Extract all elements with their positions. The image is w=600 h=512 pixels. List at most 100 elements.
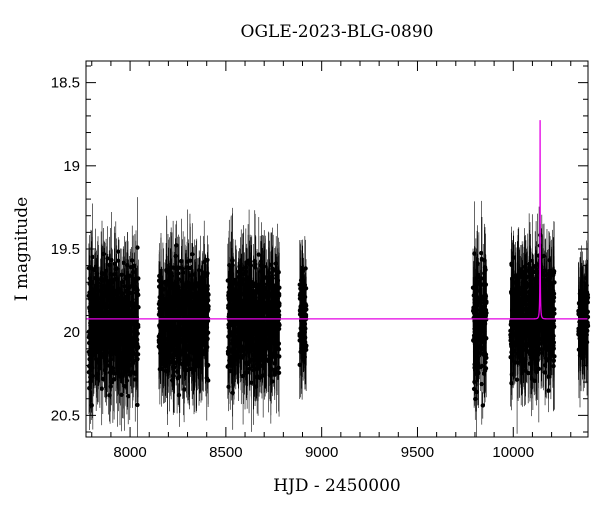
data-point: [166, 333, 172, 338]
data-point: [262, 357, 268, 362]
data-point: [123, 289, 129, 294]
data-point: [176, 345, 181, 350]
data-point: [130, 269, 136, 275]
data-point: [105, 256, 110, 261]
data-point: [266, 270, 272, 275]
data-point: [117, 374, 123, 379]
data-point: [172, 334, 177, 340]
data-point: [200, 291, 205, 297]
data-point: [169, 378, 175, 383]
data-point: [249, 380, 254, 385]
data-point: [226, 345, 231, 350]
data-point: [268, 262, 274, 267]
data-point: [106, 321, 111, 327]
data-point: [157, 306, 162, 311]
data-point: [87, 363, 92, 369]
data-point: [162, 362, 167, 367]
data-point: [258, 259, 264, 264]
data-point: [205, 336, 210, 341]
data-point: [203, 299, 208, 305]
data-point: [171, 364, 176, 370]
data-point: [198, 360, 204, 365]
data-point: [157, 294, 162, 300]
data-point: [205, 283, 210, 289]
data-point: [269, 340, 274, 346]
data-point: [129, 312, 135, 317]
data-point: [94, 310, 100, 315]
data-point: [114, 276, 119, 282]
data-point: [135, 287, 140, 293]
data-point: [188, 273, 193, 278]
data-point: [172, 347, 177, 353]
data-point: [165, 311, 171, 317]
data-point: [107, 262, 112, 267]
data-point: [189, 329, 195, 334]
data-point: [174, 266, 180, 272]
data-point: [100, 376, 106, 382]
data-point: [91, 297, 97, 302]
data-point: [101, 301, 107, 307]
data-point: [273, 261, 278, 266]
data-point: [115, 368, 120, 373]
data-point: [231, 296, 236, 301]
data-point: [89, 359, 94, 364]
data-point: [176, 276, 181, 282]
data-point: [130, 300, 135, 305]
data-point: [91, 341, 96, 346]
data-point: [121, 260, 126, 265]
data-point: [88, 367, 93, 373]
data-point: [177, 357, 182, 362]
data-point: [239, 266, 244, 271]
data-point: [114, 297, 119, 302]
data-point: [248, 297, 254, 302]
data-point: [167, 285, 172, 291]
data-point: [135, 245, 140, 250]
data-point: [192, 301, 197, 306]
data-point: [158, 339, 164, 344]
data-point: [184, 335, 189, 341]
data-point: [236, 274, 242, 280]
data-point: [130, 258, 135, 263]
data-point: [116, 286, 122, 292]
data-point: [183, 355, 189, 360]
data-point: [165, 290, 171, 295]
data-point: [113, 346, 118, 352]
data-point: [205, 330, 210, 336]
data-point: [248, 308, 254, 314]
data-point: [170, 265, 176, 270]
data-point: [88, 374, 93, 380]
data-point: [203, 352, 209, 357]
data-point: [174, 369, 180, 374]
data-point: [167, 319, 173, 325]
data-point: [185, 302, 191, 308]
data-point: [128, 273, 133, 278]
data-point: [227, 262, 232, 268]
data-point: [114, 343, 119, 348]
data-point: [166, 328, 171, 334]
data-point: [192, 312, 197, 318]
data-point: [177, 361, 183, 366]
data-point: [232, 300, 237, 306]
data-point: [205, 257, 210, 263]
data-point: [133, 377, 138, 382]
data-point: [129, 336, 134, 341]
data-point: [270, 266, 275, 271]
data-point: [176, 271, 181, 276]
data-point: [230, 390, 235, 395]
data-point: [179, 288, 184, 293]
data-point: [87, 385, 92, 391]
data-point: [110, 350, 116, 356]
data-point: [95, 348, 100, 353]
data-point: [128, 329, 134, 334]
data-point: [95, 371, 100, 377]
data-point: [197, 309, 202, 315]
data-point: [205, 308, 210, 314]
data-point: [197, 281, 202, 287]
data-point: [108, 298, 114, 303]
data-point: [172, 360, 177, 365]
data-point: [158, 314, 163, 319]
data-point: [156, 284, 162, 289]
data-point: [127, 322, 132, 328]
data-point: [89, 327, 94, 332]
data-point: [270, 298, 275, 303]
